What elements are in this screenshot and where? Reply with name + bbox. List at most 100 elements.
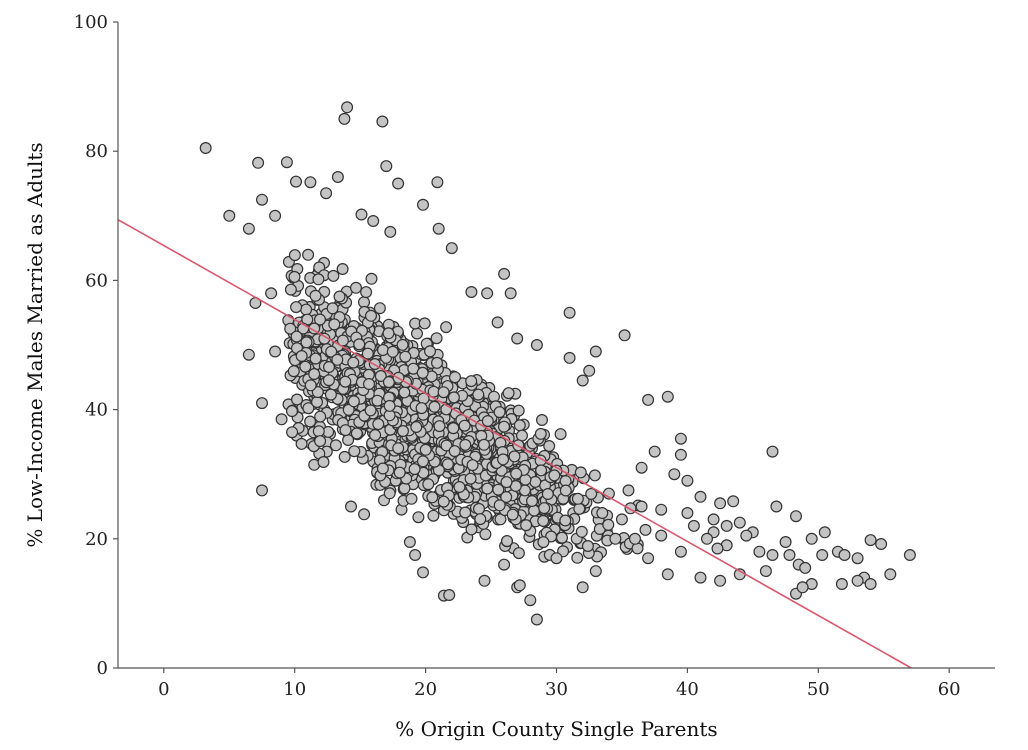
- data-point: [430, 332, 443, 345]
- data-point: [589, 565, 602, 578]
- data-point: [428, 400, 441, 413]
- data-point: [498, 558, 511, 571]
- data-point: [491, 316, 504, 329]
- data-point: [353, 338, 366, 351]
- data-point: [300, 336, 313, 349]
- data-point: [223, 209, 236, 222]
- data-point: [903, 548, 916, 561]
- data-point: [783, 548, 796, 561]
- data-point: [419, 443, 432, 456]
- data-point: [350, 281, 363, 294]
- data-point: [639, 523, 652, 536]
- data-point: [851, 574, 864, 587]
- data-point: [440, 321, 453, 334]
- data-point: [711, 542, 724, 555]
- data-point: [525, 495, 538, 508]
- data-point: [500, 491, 513, 504]
- data-point: [333, 290, 346, 303]
- data-point: [779, 535, 792, 548]
- data-point: [481, 482, 494, 495]
- data-point: [674, 545, 687, 558]
- y-tick-label: 20: [85, 529, 108, 550]
- data-point: [418, 317, 431, 330]
- data-point: [287, 365, 300, 378]
- data-point: [275, 413, 288, 426]
- data-point: [478, 438, 491, 451]
- data-point: [530, 339, 543, 352]
- data-point: [328, 318, 341, 331]
- data-point: [398, 482, 411, 495]
- data-point: [478, 574, 491, 587]
- data-point: [417, 455, 430, 468]
- data-point: [288, 270, 301, 283]
- data-point: [479, 528, 492, 541]
- data-point: [410, 421, 423, 434]
- data-point: [465, 286, 478, 299]
- data-point: [609, 532, 622, 545]
- data-point: [583, 364, 596, 377]
- data-point: [405, 492, 418, 505]
- data-point: [342, 403, 355, 416]
- data-point: [681, 507, 694, 520]
- data-point: [317, 456, 330, 469]
- data-point: [497, 453, 510, 466]
- data-point: [571, 492, 584, 505]
- data-point: [541, 488, 554, 501]
- data-point: [588, 469, 601, 482]
- data-point: [602, 518, 615, 531]
- y-tick-label: 100: [74, 12, 108, 33]
- data-point: [290, 175, 303, 188]
- data-point: [655, 529, 668, 542]
- data-point: [474, 513, 487, 526]
- data-point: [661, 568, 674, 581]
- x-tick-label: 60: [938, 679, 961, 700]
- data-point: [311, 386, 324, 399]
- data-point: [864, 577, 877, 590]
- data-point: [449, 371, 462, 384]
- data-point: [339, 424, 352, 437]
- data-point: [345, 500, 358, 513]
- data-point: [838, 548, 851, 561]
- data-point: [392, 177, 405, 190]
- data-point: [759, 565, 772, 578]
- data-point: [443, 588, 456, 601]
- data-point: [770, 500, 783, 513]
- data-point: [453, 481, 466, 494]
- data-point: [835, 577, 848, 590]
- data-point: [422, 478, 435, 491]
- axis-ticks: 0 10 20 30 40 50 60 0 20 40 60 80 100: [74, 12, 961, 700]
- data-point: [408, 463, 421, 476]
- data-point: [304, 176, 317, 189]
- data-point: [864, 534, 877, 547]
- data-point: [472, 388, 485, 401]
- data-point: [426, 491, 439, 504]
- data-point: [501, 534, 514, 547]
- data-point: [308, 368, 321, 381]
- data-point: [290, 330, 303, 343]
- data-point: [543, 440, 556, 453]
- data-point: [314, 435, 327, 448]
- data-point: [363, 378, 376, 391]
- data-point: [269, 345, 282, 358]
- data-point: [513, 419, 526, 432]
- data-point: [622, 484, 635, 497]
- data-point: [302, 402, 315, 415]
- data-point: [286, 405, 299, 418]
- regression-line: [117, 218, 912, 669]
- data-point: [256, 484, 269, 497]
- data-point: [382, 327, 395, 340]
- data-point: [571, 551, 584, 564]
- data-point: [437, 495, 450, 508]
- data-point: [380, 160, 393, 173]
- data-point: [399, 350, 412, 363]
- data-point: [628, 532, 641, 545]
- data-point: [818, 526, 831, 539]
- data-point: [376, 115, 389, 128]
- data-point: [242, 348, 255, 361]
- data-point: [409, 548, 422, 561]
- data-point: [537, 536, 550, 549]
- x-tick-label: 0: [158, 679, 169, 700]
- data-point: [347, 395, 360, 408]
- data-point: [576, 374, 589, 387]
- data-point: [511, 332, 524, 345]
